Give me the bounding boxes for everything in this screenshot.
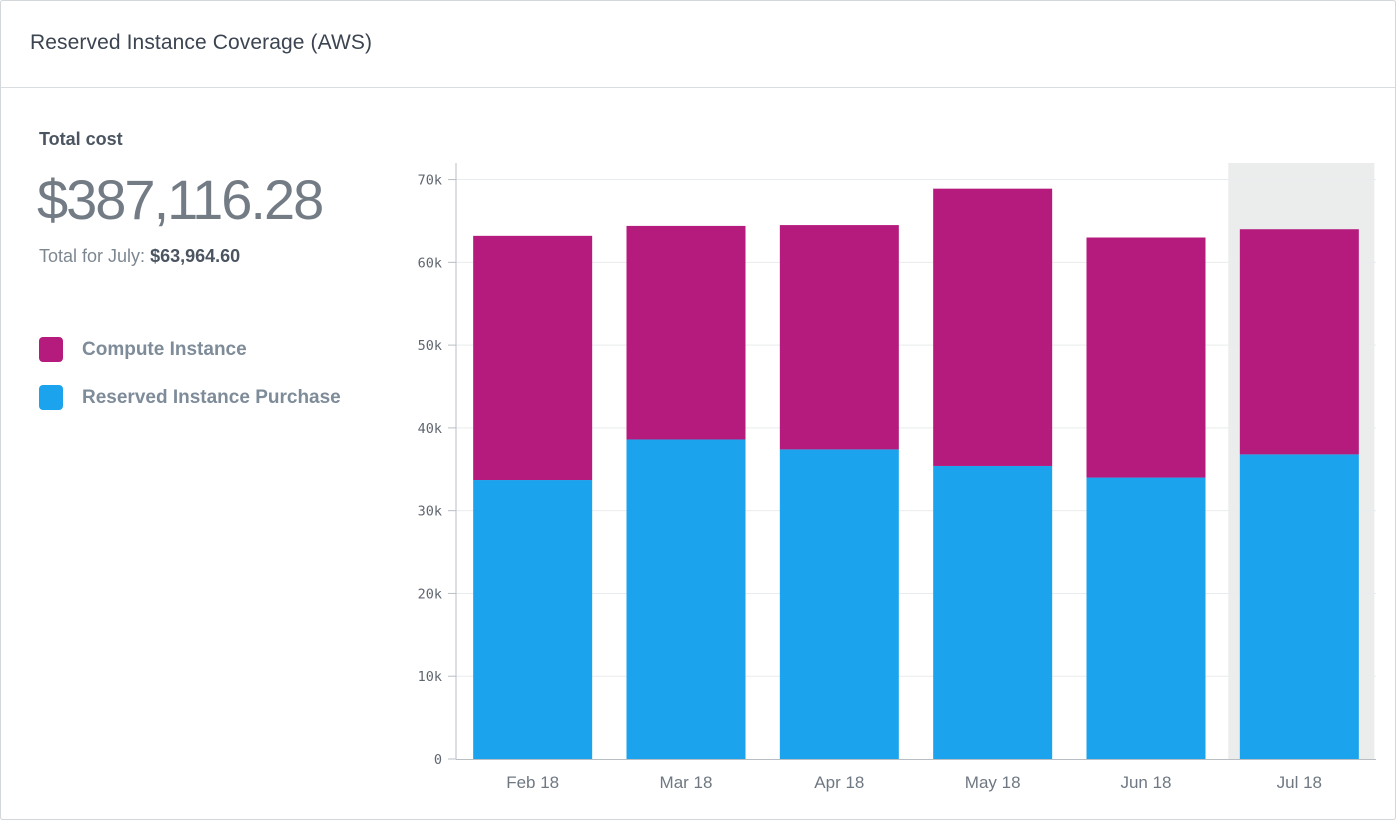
bar-reserved — [626, 439, 746, 759]
legend-label-compute: Compute Instance — [82, 339, 247, 360]
card-title: Reserved Instance Coverage (AWS) — [30, 31, 373, 54]
bar-compute — [473, 235, 593, 481]
stacked-bar-chart: 0 10k 20k 30k 40k 50k 60k 70k Feb 18 Mar 18 Apr 18… — [418, 163, 1376, 792]
legend-label-reserved: Reserved Instance Purchase — [82, 387, 341, 408]
bar-reserved — [473, 480, 593, 759]
bar-reserved — [933, 465, 1053, 759]
y-tick-label: 10k — [418, 669, 442, 685]
y-tick-label: 60k — [418, 255, 442, 271]
legend-swatch-compute — [39, 337, 63, 362]
y-tick-label: 30k — [418, 504, 442, 520]
y-tick-label: 50k — [418, 338, 442, 354]
month-total-label: Total for July: — [39, 246, 146, 266]
bar-compute — [1086, 237, 1206, 478]
x-tick-label: Apr 18 — [814, 773, 864, 792]
y-tick-label: 70k — [418, 173, 442, 189]
bar-reserved — [1239, 454, 1359, 759]
bar-compute — [1239, 229, 1359, 455]
month-total-value: $63,964.60 — [150, 246, 241, 266]
bar-compute — [779, 225, 899, 450]
x-tick-label: Feb 18 — [506, 773, 559, 792]
x-tick-label: Jul 18 — [1277, 773, 1322, 792]
legend-swatch-reserved — [39, 385, 63, 410]
bar-reserved — [779, 449, 899, 759]
x-tick-label: May 18 — [965, 773, 1021, 792]
total-cost-label: Total cost — [39, 129, 123, 149]
card-header: Reserved Instance Coverage (AWS) — [1, 1, 1395, 88]
bar-compute — [626, 225, 746, 440]
y-tick-label: 40k — [418, 421, 442, 437]
bar-reserved — [1086, 477, 1206, 759]
y-tick-label: 20k — [418, 586, 442, 602]
total-cost-value: $387,116.28 — [37, 168, 324, 231]
bar-compute — [933, 188, 1053, 466]
y-tick-label: 0 — [434, 752, 442, 768]
x-tick-label: Jun 18 — [1120, 773, 1171, 792]
month-total: Total for July: $63,964.60 — [39, 246, 240, 267]
x-tick-label: Mar 18 — [660, 773, 713, 792]
